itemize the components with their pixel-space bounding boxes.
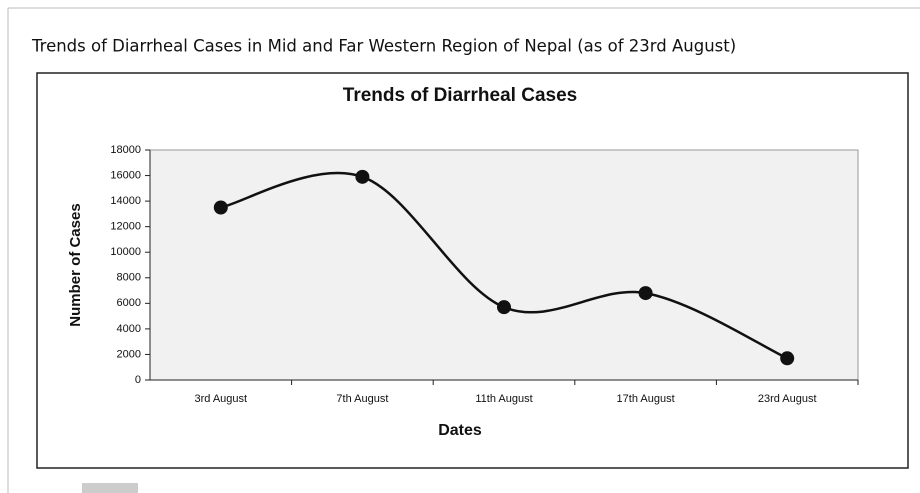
x-tick-label: 11th August: [475, 393, 532, 405]
chart-title: Trends of Diarrheal Cases: [343, 85, 577, 106]
y-tick-label: 10000: [110, 246, 141, 258]
x-axis-label: Dates: [438, 422, 482, 439]
scroll-stub: [82, 483, 138, 493]
y-tick-label: 2000: [117, 348, 141, 360]
caption: Trends of Diarrheal Cases in Mid and Far…: [31, 37, 736, 56]
marker: [780, 351, 795, 366]
y-tick-label: 6000: [117, 297, 141, 309]
y-tick-label: 14000: [110, 195, 141, 207]
marker: [497, 300, 511, 315]
x-tick-label: 7th August: [336, 393, 388, 405]
y-tick-label: 4000: [117, 323, 141, 335]
y-tick-label: 18000: [110, 144, 141, 156]
marker: [355, 169, 370, 184]
y-axis-label: Number of Cases: [67, 203, 84, 326]
marker: [213, 200, 228, 215]
y-tick-label: 8000: [117, 272, 141, 284]
y-tick-label: 16000: [110, 169, 141, 181]
x-tick-label: 3rd August: [195, 393, 248, 405]
y-tick-label: 12000: [110, 221, 141, 233]
x-tick-label: 23rd August: [758, 393, 817, 405]
marker: [638, 286, 653, 301]
x-tick-label: 17th August: [617, 393, 675, 405]
plot-area: [149, 149, 859, 381]
y-tick-label: 0: [135, 374, 141, 386]
